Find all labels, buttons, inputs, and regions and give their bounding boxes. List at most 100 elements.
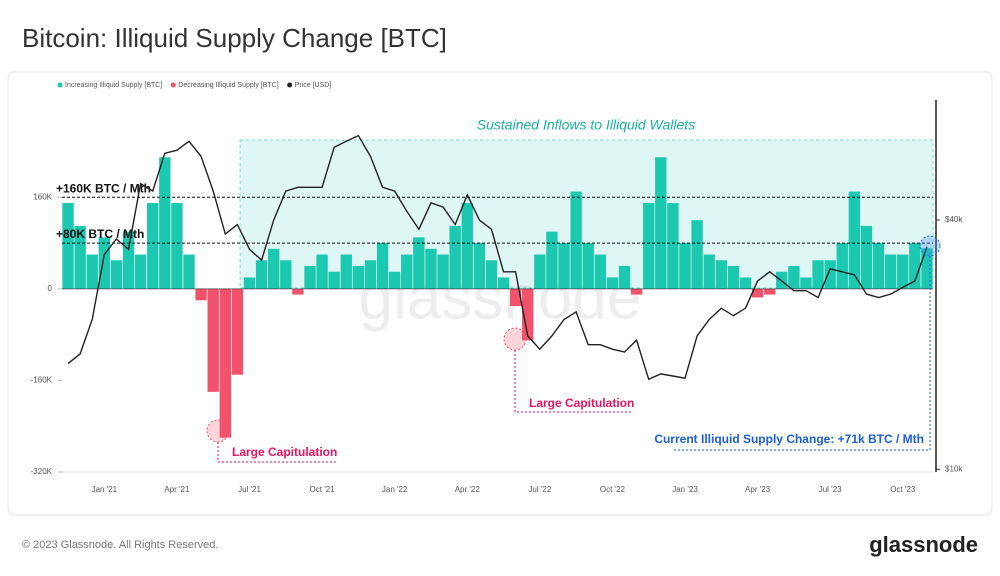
- bar: [62, 203, 74, 289]
- x-tick-label: Oct '22: [600, 485, 626, 494]
- x-tick-label: Jul '22: [528, 485, 551, 494]
- bar: [630, 288, 643, 295]
- reference-label: +80K BTC / Mth: [56, 227, 144, 241]
- legend-swatch: [287, 82, 293, 88]
- x-tick-label: Jan '23: [672, 485, 698, 494]
- bar: [909, 243, 921, 289]
- bar: [788, 265, 800, 289]
- bar: [582, 243, 594, 289]
- bar: [292, 288, 304, 295]
- chart-title: Bitcoin: Illiquid Supply Change [BTC]: [22, 23, 447, 53]
- bar: [110, 260, 123, 289]
- bar: [219, 288, 231, 438]
- bar: [425, 248, 437, 289]
- bar: [897, 254, 909, 289]
- annotation-marker: [206, 419, 230, 443]
- bar: [860, 225, 873, 289]
- bar: [751, 288, 764, 298]
- x-tick-label: Jul '23: [819, 485, 842, 494]
- bar: [413, 237, 425, 289]
- reference-label: +160K BTC / Mth: [56, 181, 151, 195]
- bar: [691, 220, 703, 289]
- bar: [884, 254, 897, 289]
- bar: [364, 260, 377, 289]
- legend-swatch: [57, 82, 63, 88]
- bar: [147, 203, 159, 289]
- chart-card: [7, 71, 993, 516]
- bar: [159, 157, 171, 289]
- bar: [679, 243, 691, 289]
- bar: [86, 254, 98, 289]
- bar: [497, 277, 510, 289]
- price-line: [67, 134, 928, 381]
- bar: [836, 243, 848, 289]
- y-tick-label: -320K: [31, 467, 53, 476]
- bar: [134, 254, 147, 289]
- bar: [207, 288, 219, 392]
- bar: [473, 243, 486, 289]
- annotation: Sustained Inflows to Illiquid Wallets: [477, 117, 695, 133]
- bar: [437, 254, 449, 289]
- annotation: Large Capitulation: [529, 396, 634, 410]
- bar: [316, 254, 328, 289]
- bar: [703, 254, 715, 289]
- bar: [727, 265, 740, 289]
- y-tick-label: 0: [48, 284, 53, 293]
- x-tick-label: Jul '21: [238, 485, 261, 494]
- annotation: Current Illiquid Supply Change: +71k BTC…: [654, 432, 924, 446]
- bar: [340, 254, 352, 289]
- bar: [171, 203, 183, 289]
- bar: [183, 254, 195, 289]
- bar: [461, 203, 473, 289]
- legend-label: Increasing Illiquid Supply [BTC]: [65, 82, 162, 89]
- y2-tick-label: $40k: [945, 215, 963, 224]
- x-tick-label: Oct '23: [890, 485, 916, 494]
- bar: [534, 254, 546, 289]
- annotation-leader: [514, 350, 633, 413]
- bar: [352, 265, 365, 289]
- bar: [74, 225, 86, 289]
- bar: [376, 243, 389, 289]
- bar: [715, 260, 727, 289]
- annotation-marker: [919, 235, 941, 257]
- bar: [594, 254, 607, 289]
- bar: [558, 243, 570, 289]
- bar: [243, 277, 256, 289]
- bar: [800, 277, 812, 289]
- x-tick-label: Jan '22: [382, 485, 408, 494]
- logo: glassnode: [869, 532, 978, 557]
- bar: [522, 288, 534, 341]
- bar: [824, 260, 836, 289]
- x-tick-label: Jan '21: [92, 485, 118, 494]
- bar: [848, 191, 861, 289]
- x-tick-label: Apr '21: [164, 485, 190, 494]
- bar: [268, 248, 280, 289]
- bar: [606, 277, 619, 289]
- bar: [449, 225, 461, 289]
- legend-label: Price [USD]: [295, 82, 332, 89]
- bar: [921, 248, 933, 289]
- bar: [764, 288, 776, 295]
- bar: [655, 157, 667, 289]
- bar: [618, 265, 631, 289]
- bar: [739, 277, 752, 289]
- bar: [328, 271, 340, 289]
- bar: [388, 271, 401, 289]
- bar: [509, 288, 522, 307]
- legend-label: Decreasing Illiquid Supply [BTC]: [178, 82, 278, 89]
- annotation-leader: [674, 256, 931, 451]
- bar: [122, 231, 135, 289]
- bar: [98, 237, 111, 289]
- legend-swatch: [170, 82, 176, 88]
- annotation-leader: [217, 442, 337, 463]
- bar: [667, 203, 679, 289]
- bar: [570, 191, 582, 289]
- annotation-marker: [503, 327, 527, 351]
- bar: [255, 260, 268, 289]
- bar: [872, 243, 885, 289]
- bar: [485, 260, 498, 289]
- x-tick-label: Apr '22: [455, 485, 481, 494]
- x-tick-label: Apr '23: [745, 485, 771, 494]
- bar: [304, 265, 316, 289]
